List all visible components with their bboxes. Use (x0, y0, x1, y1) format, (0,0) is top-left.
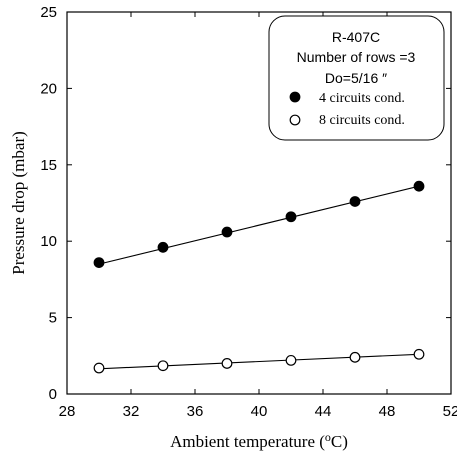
series-1 (93, 180, 425, 268)
y-tick-label: 0 (49, 386, 57, 403)
x-tick-label: 52 (443, 403, 457, 420)
y-tick-label: 10 (40, 233, 57, 250)
series-2 (93, 348, 425, 374)
y-tick-label: 20 (40, 80, 57, 97)
x-tick-label: 48 (379, 403, 396, 420)
series-2-fit-line (98, 353, 420, 370)
series-2-point (285, 354, 297, 366)
series-1-point (413, 180, 425, 192)
x-tick-label: 44 (315, 403, 332, 420)
y-axis-title: Pressure drop (mbar) (9, 131, 28, 275)
x-tick-label: 28 (59, 403, 76, 420)
legend-header-rows: Number of rows =3 (297, 49, 416, 65)
series-1-point (157, 241, 169, 253)
series-2-point (349, 351, 361, 363)
series-2-point (157, 360, 169, 372)
legend-marker-filled-circle (289, 91, 301, 103)
x-axis-ticks: 28 32 36 40 44 48 52 (59, 12, 457, 420)
x-axis-title: Ambient temperature (oC) (170, 430, 348, 451)
legend-marker-open-circle (289, 114, 301, 126)
series-1-point (285, 211, 297, 223)
series-1-point (221, 226, 233, 238)
y-tick-label: 25 (40, 4, 57, 21)
legend-header-refrigerant: R-407C (332, 29, 380, 45)
series-1-point (349, 196, 361, 207)
legend-label-series-2: 8 circuits cond. (319, 113, 405, 128)
series-1-fit-line (98, 185, 420, 265)
legend-box (268, 15, 445, 141)
series-2-point (221, 358, 233, 369)
x-tick-label: 40 (251, 403, 268, 420)
y-axis-ticks: 0 5 10 15 20 25 (40, 4, 451, 403)
legend-label-series-1: 4 circuits cond. (319, 91, 405, 106)
y-tick-label: 15 (40, 157, 57, 174)
y-tick-label: 5 (49, 310, 57, 327)
series-2-point (93, 362, 105, 374)
legend-header-diameter: Do=5/16 ″ (325, 70, 387, 86)
series-2-point (413, 348, 425, 360)
series-layer (93, 180, 425, 374)
x-tick-label: 32 (123, 403, 140, 420)
series-1-point (93, 257, 105, 268)
legend: R-407C Number of rows =3 Do=5/16 ″ 4 cir… (268, 15, 445, 141)
x-tick-label: 36 (187, 403, 204, 420)
